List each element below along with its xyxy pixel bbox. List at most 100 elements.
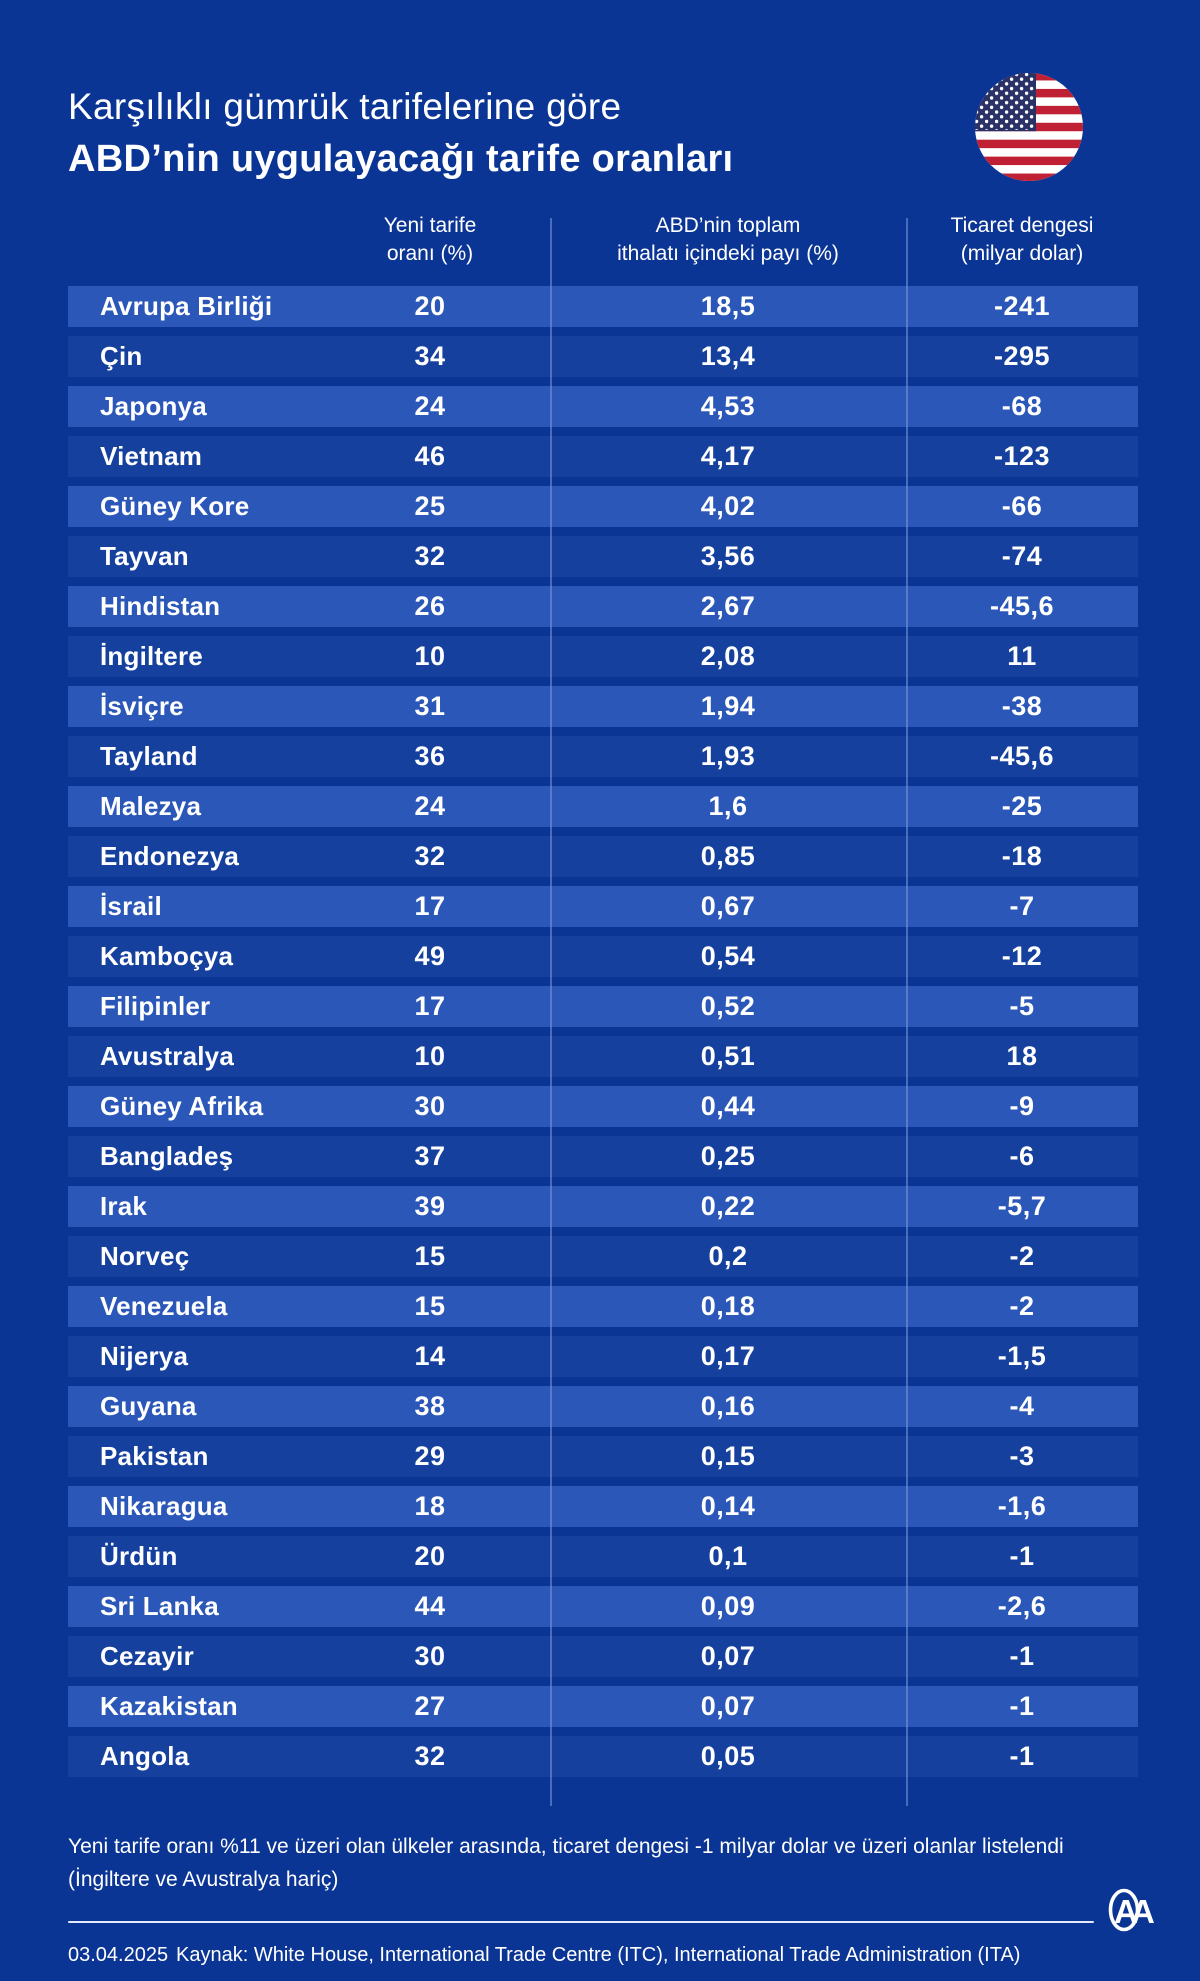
- import-share: 2,67: [700, 591, 756, 621]
- header-new-tariff-line2: oranı (%): [386, 242, 474, 265]
- country-name: İsrail: [100, 891, 162, 921]
- import-share: 0,14: [700, 1491, 756, 1521]
- tariff-rate: 15: [414, 1241, 446, 1271]
- import-share: 4,02: [700, 491, 756, 521]
- import-share: 0,85: [700, 841, 756, 871]
- import-share: 0,54: [700, 941, 756, 971]
- header-trade-balance-line1: Ticaret dengesi: [950, 214, 1094, 237]
- tariff-rate: 24: [414, 791, 446, 821]
- country-name: Irak: [100, 1191, 148, 1221]
- trade-balance: 18: [1006, 1041, 1038, 1071]
- trade-balance: -241: [993, 291, 1051, 321]
- tariff-rate: 10: [414, 641, 446, 671]
- country-name: Nijerya: [100, 1341, 189, 1371]
- import-share: 1,6: [708, 791, 748, 821]
- import-share: 4,53: [700, 391, 756, 421]
- import-share: 0,25: [700, 1141, 756, 1171]
- table-row: Tayland 36 1,93 -45,6: [68, 736, 1138, 777]
- import-share: 0,51: [700, 1041, 756, 1071]
- tariff-rate: 24: [414, 391, 446, 421]
- trade-balance: -12: [1001, 941, 1043, 971]
- table-row: Avrupa Birliği 20 18,5 -241: [68, 286, 1138, 327]
- country-name: Çin: [100, 341, 143, 371]
- tariff-rate: 20: [414, 291, 446, 321]
- country-name: Tayland: [100, 741, 198, 771]
- table-row: Nikaragua 18 0,14 -1,6: [68, 1486, 1138, 1527]
- country-name: Kamboçya: [100, 941, 234, 971]
- import-share: 13,4: [700, 341, 756, 371]
- tariff-rate: 49: [414, 941, 446, 971]
- table-row: Vietnam 46 4,17 -123: [68, 436, 1138, 477]
- tariff-rate: 32: [414, 1741, 446, 1771]
- import-share: 0,18: [700, 1291, 756, 1321]
- tariff-rate: 18: [414, 1491, 446, 1521]
- country-name: Venezuela: [100, 1291, 228, 1321]
- table-header: Yeni tarife oranı (%) ABD’nin toplam ith…: [68, 212, 1138, 286]
- trade-balance: -38: [1001, 691, 1043, 721]
- country-name: Ürdün: [100, 1541, 178, 1571]
- trade-balance: -4: [1009, 1391, 1035, 1421]
- trade-balance: -1: [1009, 1691, 1035, 1721]
- country-name: Endonezya: [100, 841, 240, 871]
- table-row: Norveç 15 0,2 -2: [68, 1236, 1138, 1277]
- import-share: 1,93: [700, 741, 756, 771]
- trade-balance: -7: [1009, 891, 1035, 921]
- tariff-rate: 29: [414, 1441, 446, 1471]
- tariff-rate: 30: [414, 1091, 446, 1121]
- trade-balance: -18: [1001, 841, 1043, 871]
- import-share: 3,56: [700, 541, 756, 571]
- header-import-share: ABD’nin toplam ithalatı içindeki payı (%…: [550, 212, 906, 268]
- country-name: Vietnam: [100, 441, 203, 471]
- table-row: Kamboçya 49 0,54 -12: [68, 936, 1138, 977]
- trade-balance: -5,7: [997, 1191, 1047, 1221]
- trade-balance: -25: [1001, 791, 1043, 821]
- import-share: 0,07: [700, 1691, 756, 1721]
- tariff-rate: 32: [414, 841, 446, 871]
- trade-balance: -2: [1009, 1291, 1035, 1321]
- country-name: Avrupa Birliği: [100, 291, 273, 321]
- import-share: 0,07: [700, 1641, 756, 1671]
- import-share: 1,94: [700, 691, 756, 721]
- trade-balance: -1: [1009, 1741, 1035, 1771]
- page-title: Karşılıklı gümrük tarifelerine göre ABD’…: [68, 80, 733, 186]
- table-row: Nijerya 14 0,17 -1,5: [68, 1336, 1138, 1377]
- tariff-rate: 44: [414, 1591, 446, 1621]
- country-name: Kazakistan: [100, 1691, 238, 1721]
- tariff-rate: 31: [414, 691, 446, 721]
- table-row: Avustralya 10 0,51 18: [68, 1036, 1138, 1077]
- tariff-rate: 25: [414, 491, 446, 521]
- country-name: Pakistan: [100, 1441, 209, 1471]
- country-name: Nikaragua: [100, 1491, 228, 1521]
- country-name: Angola: [100, 1741, 190, 1771]
- country-name: Malezya: [100, 791, 202, 821]
- table-row: Ürdün 20 0,1 -1: [68, 1536, 1138, 1577]
- trade-balance: -6: [1009, 1141, 1035, 1171]
- footnote-line1: Yeni tarife oranı %11 ve üzeri olan ülke…: [68, 1835, 1064, 1858]
- table-row: İsrail 17 0,67 -7: [68, 886, 1138, 927]
- table-row: Japonya 24 4,53 -68: [68, 386, 1138, 427]
- footnote-line2: (İngiltere ve Avustralya hariç): [68, 1868, 339, 1891]
- table-body: Avrupa Birliği 20 18,5 -241 Çin 34 13,4 -295 Jap…: [68, 286, 1138, 1777]
- table-row: Tayvan 32 3,56 -74: [68, 536, 1138, 577]
- header-import-share-line2: ithalatı içindeki payı (%): [617, 242, 839, 265]
- table-row: Pakistan 29 0,15 -3: [68, 1436, 1138, 1477]
- table-row: Irak 39 0,22 -5,7: [68, 1186, 1138, 1227]
- country-name: Güney Afrika: [100, 1091, 264, 1121]
- import-share: 0,16: [700, 1391, 756, 1421]
- tariff-rate: 27: [414, 1691, 446, 1721]
- trade-balance: -9: [1009, 1091, 1035, 1121]
- trade-balance: -45,6: [989, 741, 1055, 771]
- table-row: Çin 34 13,4 -295: [68, 336, 1138, 377]
- tariff-rate: 14: [414, 1341, 446, 1371]
- country-name: Norveç: [100, 1241, 190, 1271]
- tariff-rate: 38: [414, 1391, 446, 1421]
- table-row: Guyana 38 0,16 -4: [68, 1386, 1138, 1427]
- tariff-rate: 39: [414, 1191, 446, 1221]
- table-row: Filipinler 17 0,52 -5: [68, 986, 1138, 1027]
- tariff-rate: 20: [414, 1541, 446, 1571]
- source-credit: Kaynak: White House, International Trade…: [176, 1944, 1021, 1966]
- import-share: 2,08: [700, 641, 756, 671]
- aa-agency-logo-icon: A A: [1108, 1888, 1155, 1932]
- table-row: Malezya 24 1,6 -25: [68, 786, 1138, 827]
- trade-balance: -1,5: [997, 1341, 1047, 1371]
